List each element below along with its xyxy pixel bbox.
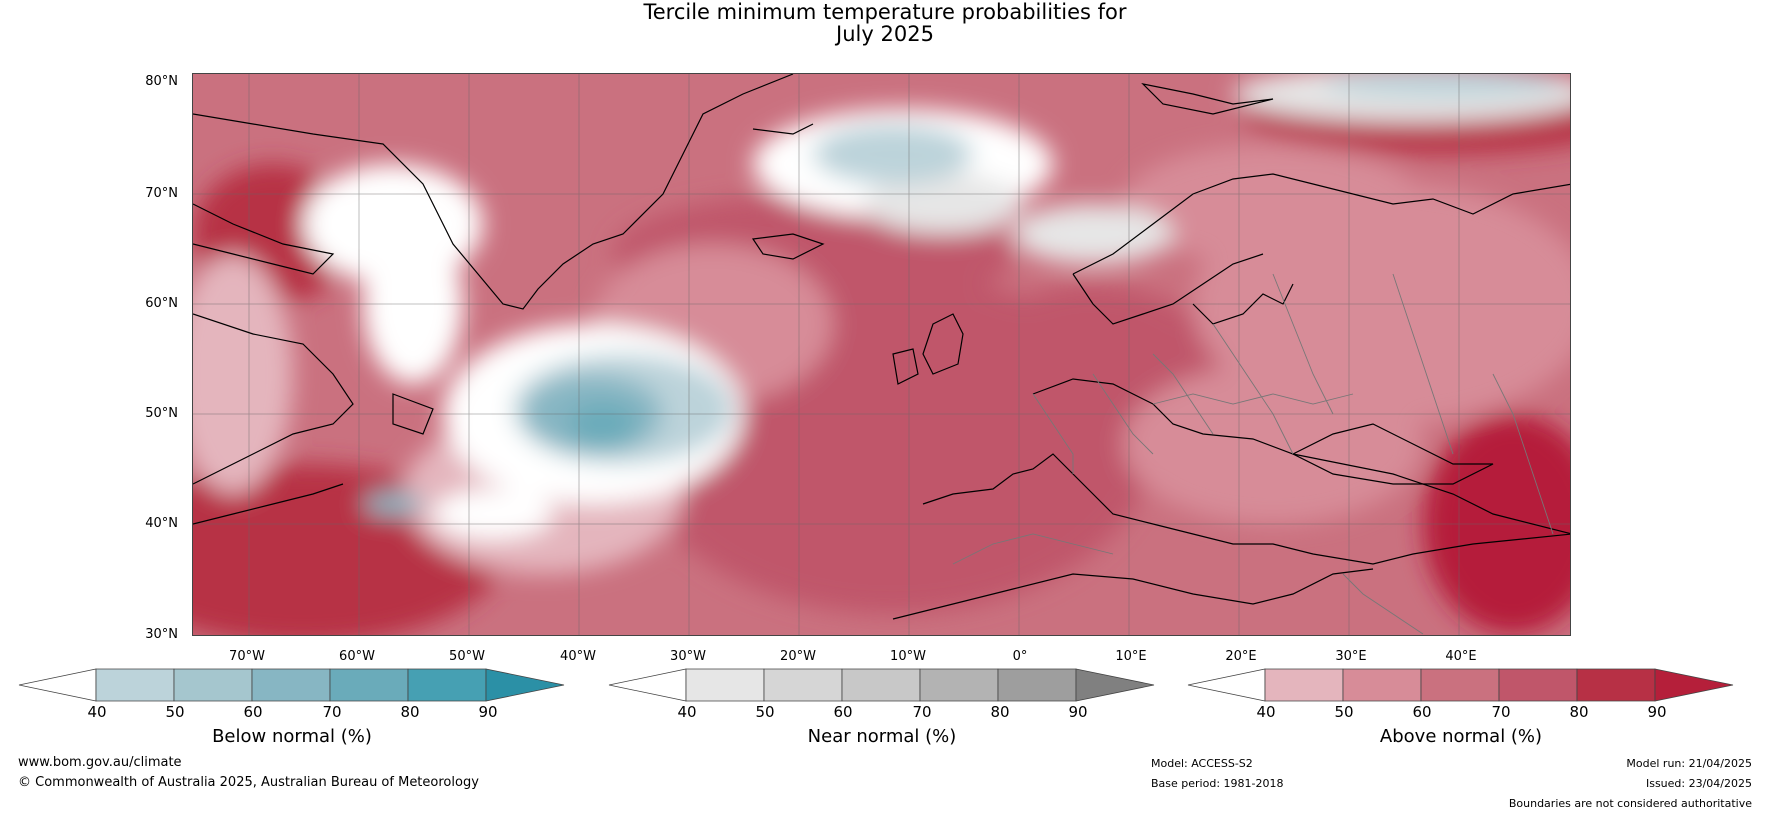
colorbar-above-segment <box>1420 668 1500 702</box>
colorbar-above-segment <box>1264 668 1344 702</box>
colorbar-below-segment <box>95 668 175 702</box>
colorbar-near-tick-40: 40 <box>677 703 697 721</box>
graticule <box>193 74 1570 635</box>
lon-label-20w: 20°W <box>780 649 816 664</box>
lon-label-20e: 20°E <box>1225 649 1257 664</box>
colorbar-below-normal <box>18 668 565 702</box>
colorbar-above-tick-80: 80 <box>1569 703 1589 721</box>
colorbar-below-tick-60: 60 <box>243 703 263 721</box>
footer-disclaimer: Boundaries are not considered authoritat… <box>1508 797 1752 810</box>
colorbar-near-tick-50: 50 <box>755 703 775 721</box>
colorbar-near-segment <box>997 668 1077 702</box>
lat-label-80n: 80°N <box>145 74 178 89</box>
country-borders <box>952 273 1554 635</box>
colorbar-above-tick-70: 70 <box>1491 703 1511 721</box>
colorbar-near-segment <box>685 668 765 702</box>
colorbar-near-extend-high <box>1075 668 1155 702</box>
footer-model-run: Model run: 21/04/2025 <box>1626 757 1752 770</box>
lon-label-30w: 30°W <box>670 649 706 664</box>
colorbar-above-normal <box>1187 668 1734 702</box>
lat-label-30n: 30°N <box>145 627 178 642</box>
colorbar-below-tick-40: 40 <box>87 703 107 721</box>
colorbar-above-extend-low <box>1187 668 1266 702</box>
colorbar-near-segment <box>841 668 921 702</box>
colorbar-above-tick-50: 50 <box>1334 703 1354 721</box>
colorbar-near-segment <box>919 668 999 702</box>
footer-issued: Issued: 23/04/2025 <box>1645 777 1752 790</box>
colorbar-near-tick-70: 70 <box>912 703 932 721</box>
map-title-line2: July 2025 <box>836 22 934 46</box>
colorbar-near-tick-80: 80 <box>990 703 1010 721</box>
colorbar-above-extend-high <box>1654 668 1734 702</box>
lon-label-40w: 40°W <box>560 649 596 664</box>
probability-map <box>192 73 1571 636</box>
lat-label-40n: 40°N <box>145 516 178 531</box>
colorbar-near-tick-90: 90 <box>1068 703 1088 721</box>
footer-website: www.bom.gov.au/climate <box>18 755 182 770</box>
colorbar-below-tick-50: 50 <box>165 703 185 721</box>
colorbar-near-extend-low <box>608 668 687 702</box>
colorbar-near-label: Near normal (%) <box>807 726 957 747</box>
footer-copyright: © Commonwealth of Australia 2025, Austra… <box>18 775 479 790</box>
colorbar-below-segment <box>329 668 409 702</box>
lon-label-70w: 70°W <box>229 649 265 664</box>
lon-label-40e: 40°E <box>1445 649 1477 664</box>
lon-label-0: 0° <box>1012 649 1028 664</box>
footer-base-period: Base period: 1981-2018 <box>1151 777 1284 790</box>
colorbar-above-tick-60: 60 <box>1412 703 1432 721</box>
colorbar-near-tick-60: 60 <box>833 703 853 721</box>
colorbar-near-segment <box>763 668 843 702</box>
colorbar-near-normal <box>608 668 1155 702</box>
lon-label-10e: 10°E <box>1115 649 1147 664</box>
lon-label-30e: 30°E <box>1335 649 1367 664</box>
colorbar-below-segment <box>173 668 253 702</box>
colorbar-below-tick-70: 70 <box>322 703 342 721</box>
lat-label-60n: 60°N <box>145 296 178 311</box>
colorbar-above-segment <box>1498 668 1578 702</box>
lon-label-60w: 60°W <box>339 649 375 664</box>
colorbar-below-extend-low <box>18 668 97 702</box>
lon-label-50w: 50°W <box>449 649 485 664</box>
colorbar-above-label: Above normal (%) <box>1379 726 1543 747</box>
colorbar-below-tick-80: 80 <box>400 703 420 721</box>
colorbar-above-segment <box>1576 668 1656 702</box>
colorbar-below-extend-high <box>485 668 565 702</box>
colorbar-below-tick-90: 90 <box>478 703 498 721</box>
colorbar-above-segment <box>1342 668 1422 702</box>
map-title-line1: Tercile minimum temperature probabilitie… <box>643 0 1127 24</box>
footer-model: Model: ACCESS-S2 <box>1151 757 1253 770</box>
colorbar-below-label: Below normal (%) <box>212 726 372 747</box>
probability-contours <box>193 74 1570 635</box>
lat-label-50n: 50°N <box>145 406 178 421</box>
lon-label-10w: 10°W <box>890 649 926 664</box>
lat-label-70n: 70°N <box>145 186 178 201</box>
colorbar-above-tick-40: 40 <box>1256 703 1276 721</box>
coastlines <box>193 74 1570 620</box>
colorbar-below-segment <box>251 668 331 702</box>
colorbar-above-tick-90: 90 <box>1647 703 1667 721</box>
colorbar-below-segment <box>407 668 487 702</box>
